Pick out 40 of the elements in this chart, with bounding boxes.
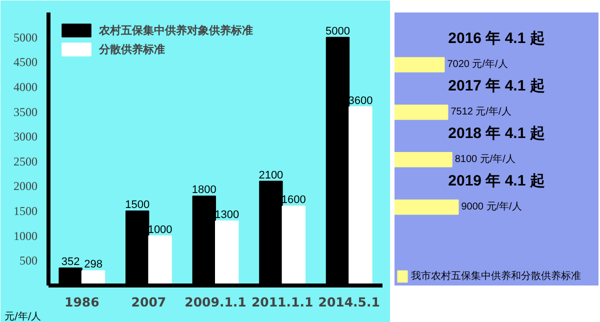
x-tick-label: 2007 [131,294,166,310]
y-tick-label: 1000 [14,228,38,243]
y-tick-label: 1500 [14,204,38,218]
y-tick-label: 2017 年 4.1 起 [448,78,545,95]
bar [282,206,306,286]
data-label: 7512 元/年/人 [450,106,512,118]
x-tick-label: 1986 [64,294,100,310]
legend-label: 农村五保集中供养对象供养标准 [99,22,253,38]
y-axis-title: 元/年/人 [4,310,42,322]
data-label: 1800 [192,184,216,196]
y-tick-label: 3000 [14,130,38,144]
x-tick-label: 2009.1.1 [184,294,246,310]
y-tick-label: 5000 [14,30,38,44]
y-tick-label: 4000 [14,80,38,94]
y-tick-label: 2500 [14,154,38,168]
data-label: 298 [84,258,102,271]
x-tick-label: 2011.1.1 [251,294,314,310]
data-label: 2100 [258,169,284,182]
x-tick-label: 2014.5.1 [318,294,380,310]
data-label: 1500 [125,199,150,212]
y-tick-label: 500 [20,254,38,268]
data-label: 1000 [148,224,172,236]
bar [148,235,172,286]
y-tick-label: 2016 年 4.1 起 [448,30,545,48]
y-tick-label: 2000 [14,179,38,194]
data-label: 1300 [214,208,240,221]
y-tick-label: 2019 年 4.1 起 [448,172,545,190]
bar [348,106,372,286]
y-tick-label: 4500 [14,55,38,70]
bar [215,220,239,286]
data-label: 352 [61,256,80,268]
data-label: 9000 元/年/人 [461,200,522,213]
legend-label: 我市农村五保集中供养和分散供养标准 [411,270,581,283]
data-label: 8100 元/年/人 [454,153,516,166]
y-tick-label: 3500 [14,104,38,119]
data-label: 3600 [348,94,373,107]
data-label: 5000 [326,25,350,38]
y-tick-label: 2018 年 4.1 起 [448,125,545,142]
legend-label: 分散供养标准 [99,42,165,56]
data-label: 7020 元/年/人 [447,58,508,70]
